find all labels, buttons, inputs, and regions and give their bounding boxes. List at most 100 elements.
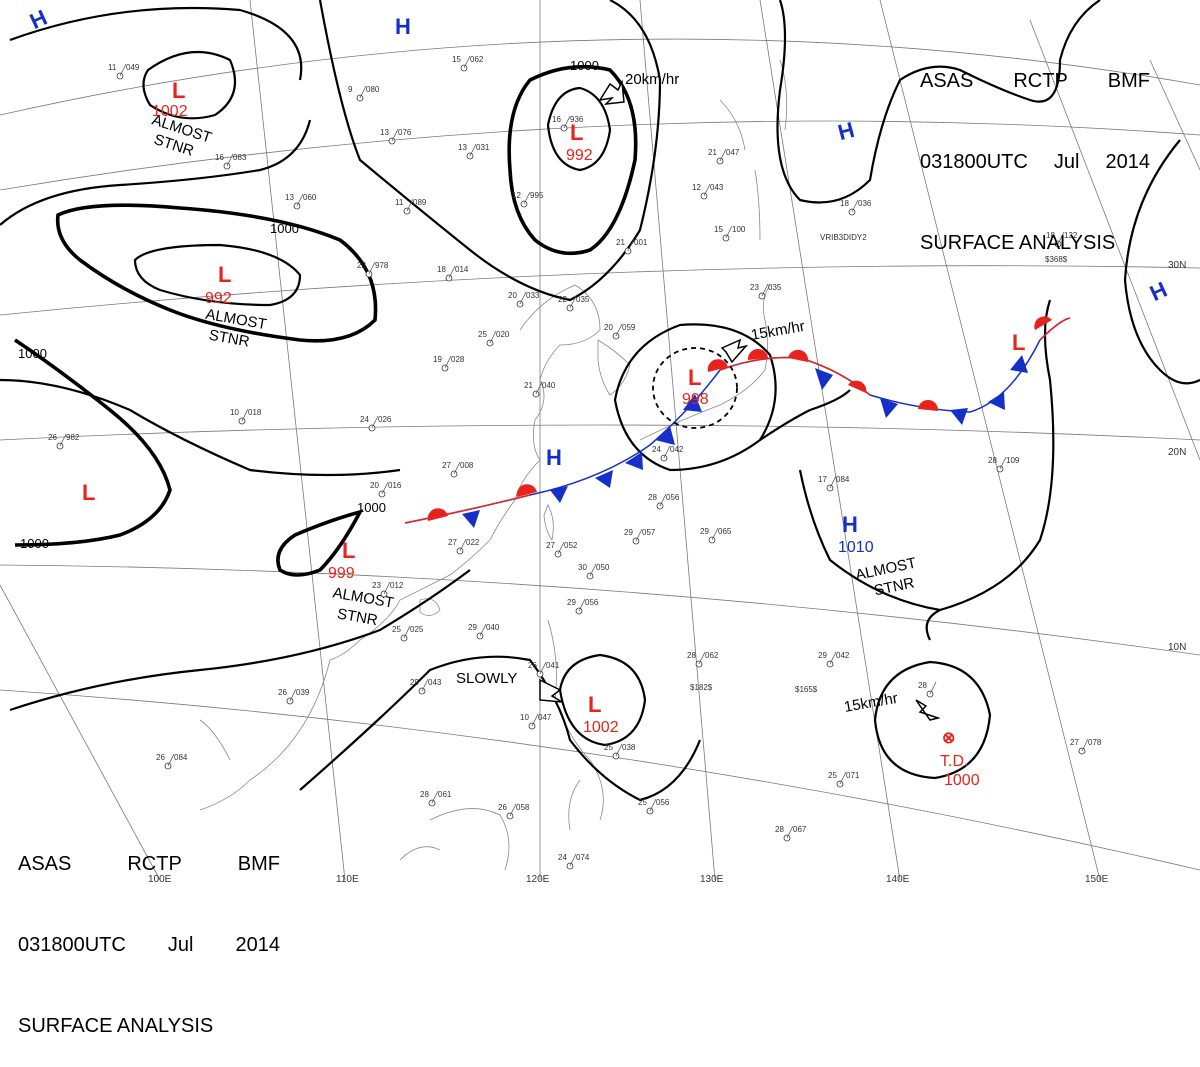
station-temperature: 19 (433, 355, 442, 364)
station-temperature: 11 (395, 198, 404, 207)
header-region: ASAS (18, 853, 72, 875)
station-pressure: 043 (428, 678, 442, 687)
station-pressure: 038 (622, 743, 636, 752)
station-plot: 11 049 (108, 63, 140, 80)
grid-labels: 100E 110E 120E 130E 140E 150E 30N 20N 10… (148, 260, 1186, 885)
station-pressure: 022 (466, 538, 480, 547)
station-temperature: 26 (48, 433, 57, 442)
station-pressure: 076 (398, 128, 412, 137)
wind-barb-icon (444, 355, 452, 369)
station-plot: 15 100 (714, 225, 746, 242)
wind-barb-icon (479, 623, 487, 637)
station-pressure: 014 (455, 265, 469, 274)
lon-line-110e (249, 0, 346, 881)
station-plot: 28 062 (687, 651, 719, 668)
station-temperature: 15 (452, 55, 461, 64)
coast-philippines (547, 619, 604, 831)
station-temperature: 25 (604, 743, 613, 752)
header-month: Jul (167, 934, 194, 956)
station-plot: 9 080 (348, 85, 380, 102)
wind-barb-icon (421, 678, 429, 692)
station-plot: 16 083 (215, 153, 247, 170)
lon-line-130e (639, 0, 716, 881)
low-center: L (172, 78, 185, 103)
station-plot: 26 058 (498, 803, 530, 820)
station-plot: 25 038 (604, 743, 636, 760)
station-plot: 27 052 (546, 541, 578, 558)
station-temperature: 29 (700, 527, 709, 536)
warm-front-bump (788, 349, 809, 362)
station-temperature: 18 (1046, 231, 1055, 240)
lat-label-30n: 30N (1168, 260, 1186, 271)
station-pressure: 080 (366, 85, 380, 94)
station-temperature: 24 (652, 445, 661, 454)
station-plot: 21 001 (616, 238, 648, 255)
high-center: H (842, 512, 858, 537)
station-plot: 13 060 (285, 193, 317, 210)
station-pressure: 058 (516, 803, 530, 812)
station-temperature: 24 (360, 415, 369, 424)
header-region: ASAS (920, 70, 974, 92)
station-plot: 25 025 (392, 625, 424, 642)
wind-barb-icon (999, 456, 1007, 470)
station-pressure: 132 (1064, 231, 1078, 240)
low-pressure-value: 992 (205, 290, 232, 307)
header-line-2: 031800UTC Jul 2014 (920, 149, 1150, 176)
wind-barb-icon (649, 798, 657, 812)
high-center: H (546, 445, 562, 470)
station-pressure: 025 (410, 625, 424, 634)
station-temperature: 25 (638, 798, 647, 807)
lat-line-50n (0, 38, 1200, 116)
station-plot: 12 043 (692, 183, 724, 200)
lon-label-130e: 130E (700, 874, 724, 885)
warm-front-bump (427, 508, 448, 521)
wind-barb-icon (459, 538, 467, 552)
station-circle-icon (560, 124, 568, 132)
isobar-east-trough (776, 0, 1101, 204)
station-plot: 10 018 (230, 408, 262, 425)
motion-arrows (539, 79, 941, 721)
station-plot: 29 040 (468, 623, 500, 640)
cold-front-barb (625, 452, 643, 470)
coast-korea (597, 339, 631, 396)
station-temperature: 28 (648, 493, 657, 502)
station-plot: 29 057 (624, 528, 656, 545)
isobar-lower-east (925, 609, 941, 641)
low-pressure-value: 1002 (152, 103, 188, 120)
station-pressure: 028 (451, 355, 465, 364)
almost-stnr-south: ALMOST STNR (331, 584, 395, 629)
wind-barb-icon (829, 651, 837, 665)
cold-front-barb (655, 426, 675, 445)
coast-taiwan (543, 504, 554, 541)
station-temperature: 10 (230, 408, 239, 417)
low-pressure-value: 998 (682, 391, 709, 408)
station-temperature: 24 (558, 853, 567, 862)
station-plot: 22 035 (558, 295, 590, 312)
station-temperature: 21 (708, 148, 717, 157)
station-pressure: 020 (496, 330, 510, 339)
station-plot: 25 071 (828, 771, 860, 788)
station-temperature: 13 (458, 143, 467, 152)
station-plot: 28 109 (988, 456, 1020, 473)
station-temperature: 28 (775, 825, 784, 834)
station-plot: 13 076 (380, 128, 412, 145)
isobar-1000-sw (14, 338, 172, 547)
lat-line-20n (0, 424, 1200, 441)
wind-barb-icon (786, 825, 794, 839)
isobar-label-1000-north: 1000 (570, 58, 599, 73)
lon-label-100e: 100E (148, 874, 172, 885)
low-center: L (218, 262, 231, 287)
wind-barb-icon (615, 743, 623, 757)
station-pressure: 052 (564, 541, 578, 550)
station-temperature: 21 (616, 238, 625, 247)
station-temperature: 13 (380, 128, 389, 137)
station-temperature: 27 (1070, 738, 1079, 747)
motion-speed-label: 20km/hr (625, 71, 679, 88)
station-temperature: 27 (442, 461, 451, 470)
station-temperature: 23 (750, 283, 759, 292)
station-temperature: 28 (988, 456, 997, 465)
station-plot: 22 978 (357, 261, 389, 278)
isobar-low-1002-nw (142, 50, 237, 120)
station-pressure: 036 (858, 199, 872, 208)
station-plot: 26 041 (528, 661, 560, 678)
